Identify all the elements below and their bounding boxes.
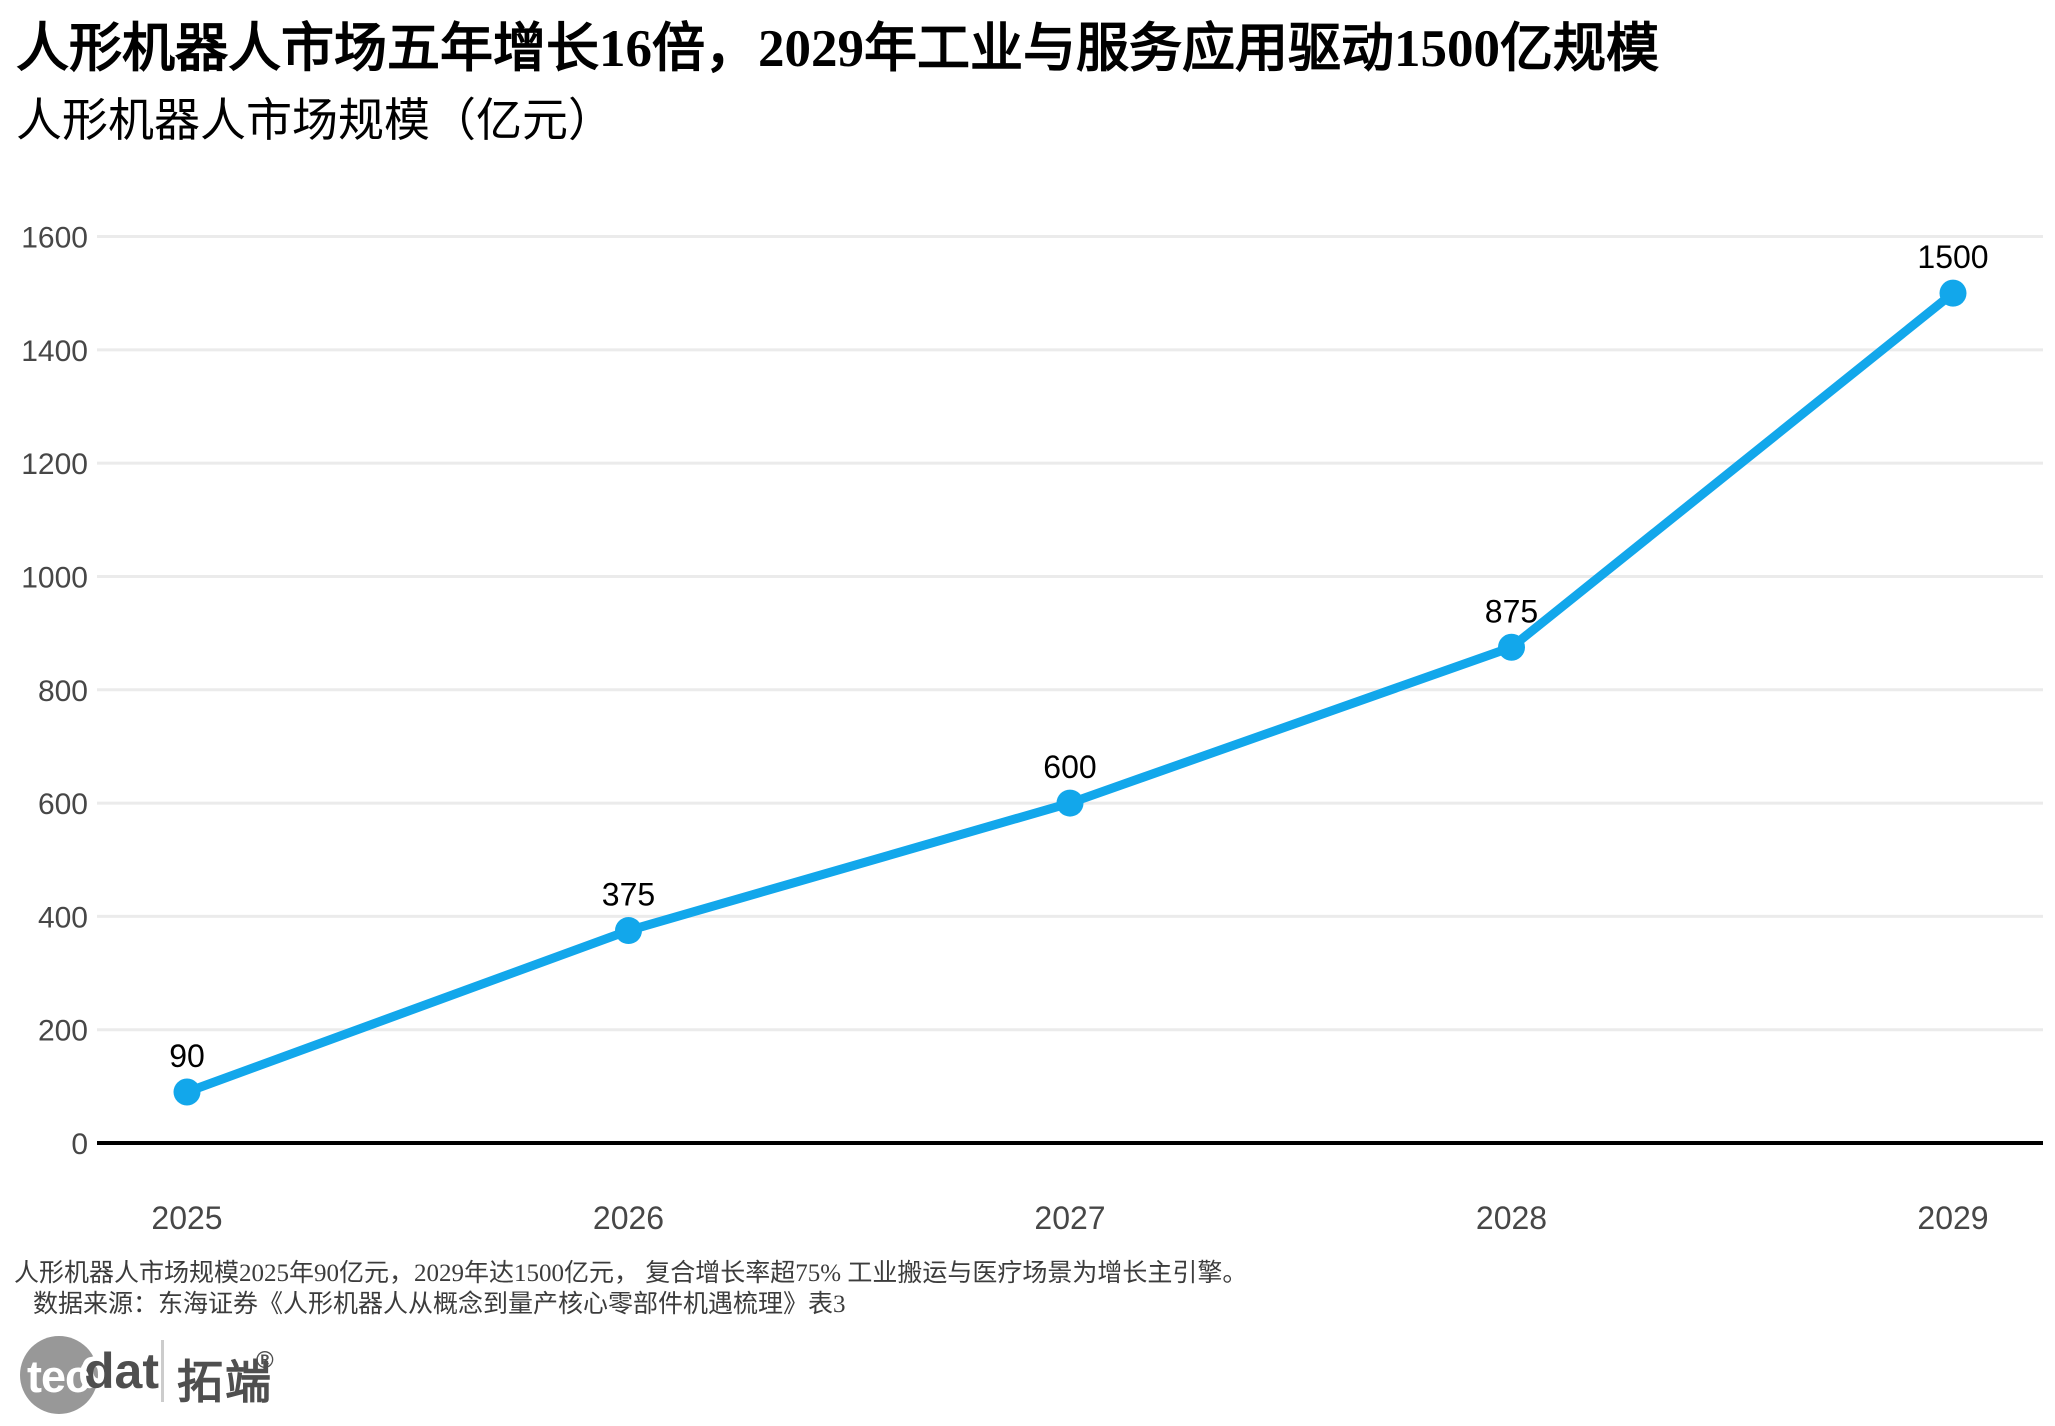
logo-circle xyxy=(20,1336,98,1414)
data-point-label: 600 xyxy=(1043,749,1096,785)
data-point xyxy=(1056,789,1084,817)
logo-cjk-text: 拓端 xyxy=(177,1356,273,1408)
chart-note: 人形机器人市场规模2025年90亿元，2029年达1500亿元， 复合增长率超7… xyxy=(14,1260,1248,1287)
series-line xyxy=(182,288,1958,1097)
x-tick-label: 2027 xyxy=(1034,1200,1105,1236)
y-tick-label: 200 xyxy=(38,1015,88,1048)
y-tick-label: 1400 xyxy=(21,335,88,368)
data-source: 数据来源：东海证券《人形机器人从概念到量产核心零部件机遇梳理》表3 xyxy=(33,1291,846,1318)
logo-divider xyxy=(161,1340,164,1402)
data-point xyxy=(1498,633,1525,661)
y-tick-label: 0 xyxy=(71,1128,88,1161)
page-title: 人形机器人市场五年增长16倍，2029年工业与服务应用驱动1500亿规模 xyxy=(16,20,1659,78)
x-tick-label: 2028 xyxy=(1476,1200,1547,1236)
data-point-label: 1500 xyxy=(1917,239,1988,275)
logo: dat tec 拓端 ® xyxy=(20,1335,350,1426)
data-point-label: 90 xyxy=(169,1038,205,1074)
y-tick-label: 600 xyxy=(38,788,88,821)
data-point xyxy=(1939,279,1967,307)
data-point xyxy=(615,917,642,945)
chart-subtitle: 人形机器人市场规模（亿元） xyxy=(16,95,614,146)
registered-trademark-icon: ® xyxy=(256,1347,274,1374)
data-point-label: 875 xyxy=(1485,593,1538,629)
y-tick-label: 1000 xyxy=(21,561,88,594)
logo-tec-text: tec xyxy=(27,1351,90,1402)
y-tick-label: 800 xyxy=(38,675,88,708)
x-tick-label: 2029 xyxy=(1917,1200,1988,1236)
x-tick-label: 2025 xyxy=(151,1200,222,1236)
logo-dat-text: dat xyxy=(84,1343,159,1399)
y-tick-label: 400 xyxy=(38,901,88,934)
x-tick-label: 2026 xyxy=(593,1200,664,1236)
y-tick-label: 1200 xyxy=(21,448,88,481)
data-point xyxy=(173,1078,201,1106)
y-tick-label: 1600 xyxy=(21,222,88,255)
footer-notes: 人形机器人市场规模2025年90亿元，2029年达1500亿元， 复合增长率超7… xyxy=(14,1258,1914,1320)
data-point-label: 375 xyxy=(602,877,655,913)
